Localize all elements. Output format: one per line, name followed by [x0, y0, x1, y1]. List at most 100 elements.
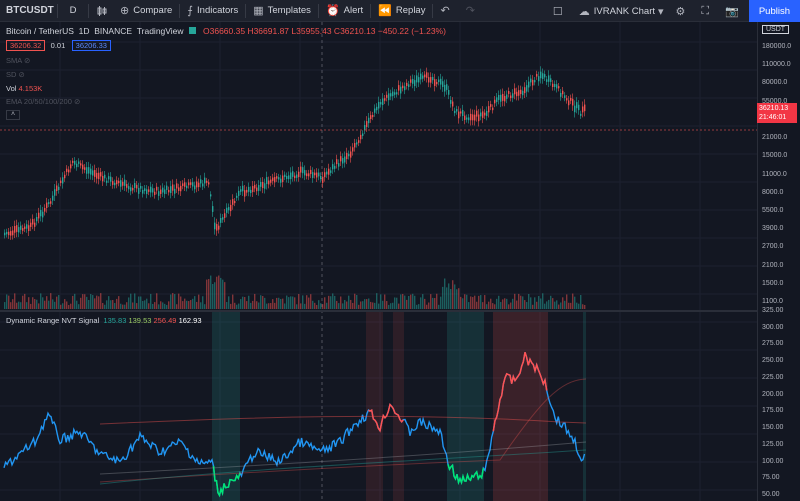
volume-bar: [440, 296, 442, 309]
ask-price[interactable]: 36206.33: [71, 40, 111, 51]
volume-bar: [232, 294, 234, 309]
candle-body: [34, 222, 36, 227]
volume-bar: [470, 296, 472, 309]
volume-bar: [176, 304, 178, 309]
candle-body: [268, 180, 270, 185]
candle-body: [108, 176, 110, 180]
volume-bar: [292, 296, 294, 309]
alert-button[interactable]: ⏰ Alert: [320, 0, 369, 22]
candle-body: [32, 219, 34, 225]
candle-body: [202, 183, 204, 187]
volume-bar: [448, 283, 450, 309]
candle-body: [250, 189, 252, 194]
volume-bar: [250, 302, 252, 309]
candle-body: [236, 195, 238, 198]
ema-legend[interactable]: EMA 20/50/100/200 ⊘: [6, 97, 80, 106]
candle-body: [168, 189, 170, 193]
candle-body: [20, 225, 22, 230]
layout-button[interactable]: ☁ IVRANK Chart ▾: [573, 0, 670, 22]
volume-bar: [444, 278, 446, 309]
compare-button[interactable]: ⊕ Compare: [114, 0, 178, 22]
fullscreen-button[interactable]: ⛶: [695, 0, 719, 22]
volume-bar: [172, 293, 174, 309]
candle-body: [418, 77, 420, 83]
eye-off-icon[interactable]: ⊘: [23, 56, 31, 65]
candle-body: [242, 185, 244, 192]
chart-canvas[interactable]: [0, 22, 757, 501]
candle-body: [266, 177, 268, 185]
snapshot-button[interactable]: 📷: [719, 0, 749, 22]
candle-body: [240, 189, 242, 192]
candle-body: [360, 134, 362, 140]
candle-body: [42, 211, 44, 218]
volume-bar: [68, 304, 70, 309]
expand-icon: ⛶: [701, 4, 710, 17]
candle-body: [200, 179, 202, 184]
volume-bar: [170, 294, 172, 309]
candle-body: [464, 115, 466, 120]
candle-body: [52, 195, 54, 201]
volume-bar: [190, 300, 192, 309]
volume-bar: [392, 302, 394, 309]
indicators-button[interactable]: ⨍ Indicators: [181, 0, 244, 22]
volume-bar: [450, 288, 452, 309]
volume-bar: [490, 298, 492, 309]
volume-bar: [436, 293, 438, 309]
symbol-search[interactable]: BTCUSDT: [0, 0, 56, 22]
currency-badge[interactable]: USDT: [762, 25, 790, 34]
candle-body: [440, 78, 442, 85]
interval-button[interactable]: D: [59, 0, 87, 22]
volume-bar: [112, 299, 114, 309]
candle-body: [458, 111, 460, 119]
volume-bar: [484, 295, 486, 309]
candle-body: [386, 94, 388, 98]
volume-bar: [474, 295, 476, 309]
volume-bar: [118, 296, 120, 309]
candle-body: [526, 85, 528, 92]
candle-body: [12, 230, 14, 236]
volume-bar: [456, 289, 458, 309]
eye-off-icon[interactable]: ⊘: [73, 97, 81, 106]
sd-legend[interactable]: SD ⊘: [6, 70, 25, 79]
volume-bar: [10, 302, 12, 309]
candle-body: [498, 94, 500, 100]
pane-separator[interactable]: [0, 310, 800, 312]
publish-button[interactable]: Publish: [748, 0, 800, 22]
volume-bar: [124, 304, 126, 309]
candle-body: [550, 78, 552, 82]
mid-range-line: [99, 441, 587, 475]
volume-bar: [214, 282, 216, 309]
candle-body: [72, 160, 74, 163]
chart-pane[interactable]: [0, 22, 757, 501]
collapse-legend-button[interactable]: ˄: [6, 110, 20, 120]
volume-bar: [200, 302, 202, 309]
settings-button[interactable]: ⚙: [670, 0, 696, 22]
volume-bar: [556, 300, 558, 309]
candle-body: [66, 168, 68, 172]
candle-body: [264, 183, 266, 189]
volume-bar: [510, 302, 512, 309]
volume-bar: [216, 276, 218, 309]
indicator-legend[interactable]: Dynamic Range NVT Signal 135.83 139.53 2…: [6, 316, 202, 325]
volume-bar: [78, 304, 80, 309]
volume-bar: [478, 295, 480, 309]
volume-legend[interactable]: Vol 4.153K: [6, 84, 42, 93]
redo-button[interactable]: ↷: [460, 0, 485, 22]
replay-button[interactable]: ⏪ Replay: [372, 0, 431, 22]
volume-bar: [236, 304, 238, 309]
price-axis[interactable]: 180000.0110000.080000.055000.037000.0210…: [757, 22, 800, 501]
candle-body: [136, 184, 138, 189]
sma-legend[interactable]: SMA ⊘: [6, 56, 30, 65]
volume-bar: [330, 296, 332, 309]
volume-bar: [262, 295, 264, 309]
volume-bar: [164, 303, 166, 309]
volume-bar: [160, 301, 162, 309]
indicator-tick-label: 300.00: [762, 323, 784, 331]
templates-button[interactable]: ▦ Templates: [247, 0, 317, 22]
fullscreen-frame-button[interactable]: ☐: [547, 0, 573, 22]
chart-style-button[interactable]: [90, 0, 114, 22]
candle-body: [462, 109, 464, 116]
undo-button[interactable]: ↶: [434, 0, 459, 22]
eye-off-icon[interactable]: ⊘: [18, 70, 25, 79]
bid-price[interactable]: 36206.32: [6, 40, 46, 51]
